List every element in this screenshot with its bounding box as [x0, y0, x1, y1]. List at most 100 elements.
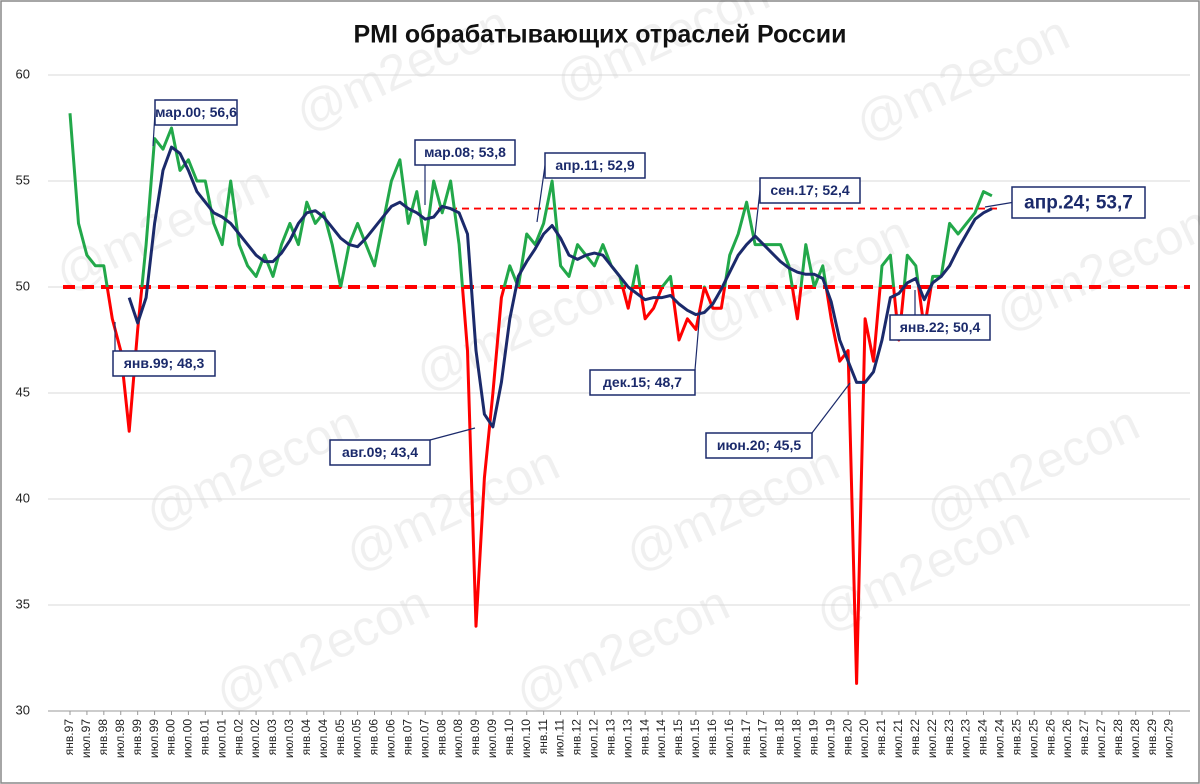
x-tick-label: июл.15: [688, 719, 702, 758]
y-tick-label: 50: [16, 278, 30, 293]
callout-label: мар.08; 53,8: [424, 144, 506, 160]
x-tick-label: янв.26: [1043, 719, 1057, 756]
callout-label: апр.24; 53,7: [1024, 193, 1133, 214]
callout-label: июн.20; 45,5: [717, 437, 801, 453]
callout-box: [112, 350, 216, 377]
callout-pointer: [694, 309, 701, 371]
y-tick-label: 40: [16, 490, 30, 505]
x-tick-label: июл.04: [316, 719, 330, 758]
y-tick-label: 45: [16, 384, 30, 399]
x-tick-label: янв.29: [1145, 719, 1159, 756]
x-tick-label: июл.27: [1094, 719, 1108, 758]
callout-label: мар.00; 56,6: [155, 104, 237, 120]
x-tick-label: янв.19: [806, 719, 820, 756]
x-tick-label: янв.06: [367, 719, 381, 756]
callout-pointer: [811, 382, 851, 434]
callout-box: [544, 152, 646, 179]
x-tick-label: янв.02: [231, 719, 245, 756]
x-tick-label: янв.11: [536, 719, 550, 755]
x-tick-label: июл.02: [248, 719, 262, 758]
x-tick-label: июл.13: [620, 719, 634, 758]
trend-line: [127, 145, 993, 429]
chart-title: PMI обрабатывающих отраслей России: [353, 21, 846, 49]
x-tick-label: июл.03: [282, 719, 296, 758]
x-tick-label: янв.04: [299, 719, 313, 756]
x-tick-label: янв.15: [671, 719, 685, 756]
callout-label: сен.17; 52,4: [770, 182, 850, 198]
x-tick-label: янв.05: [333, 719, 347, 756]
callout-label: апр.11; 52,9: [555, 157, 634, 173]
callout-box: [705, 432, 813, 459]
pmi-line-above: [68, 113, 993, 287]
x-tick-label: июл.99: [147, 719, 161, 758]
x-tick-label: янв.13: [603, 719, 617, 756]
callout-box: [154, 99, 238, 126]
x-tick-label: янв.97: [62, 719, 76, 756]
y-tick-label: 55: [16, 172, 30, 187]
x-tick-label: янв.17: [739, 719, 753, 756]
x-tick-label: янв.20: [840, 719, 854, 756]
x-tick-label: янв.07: [400, 719, 414, 756]
x-tick-label: янв.23: [942, 719, 956, 756]
callout-pointer: [429, 427, 476, 441]
x-tick-label: июл.17: [756, 719, 770, 758]
x-tick-label: янв.99: [130, 719, 144, 756]
x-tick-label: янв.25: [1009, 719, 1023, 756]
x-tick-label: янв.10: [502, 719, 516, 756]
x-tick-label: июл.21: [891, 719, 905, 758]
callout-box: [589, 369, 696, 396]
y-tick-label: 35: [16, 596, 30, 611]
x-tick-label: июл.24: [993, 719, 1007, 758]
x-tick-label: июл.10: [519, 719, 533, 758]
x-tick-label: июл.09: [485, 719, 499, 758]
x-tick-label: янв.22: [908, 719, 922, 756]
x-tick-label: июл.28: [1128, 719, 1142, 758]
x-tick-label: июл.29: [1162, 719, 1176, 758]
x-tick-label: июл.22: [925, 719, 939, 758]
x-tick-label: июл.97: [79, 719, 93, 758]
callout-pointer: [754, 190, 761, 236]
x-tick-label: янв.01: [198, 719, 212, 756]
callout-pointer: [536, 165, 546, 223]
callout-label: янв.99; 48,3: [124, 355, 205, 371]
callout-label: авг.09; 43,4: [342, 444, 418, 460]
x-tick-label: июл.14: [654, 719, 668, 758]
x-tick-label: июл.25: [1026, 719, 1040, 758]
callout-label: дек.15; 48,7: [603, 374, 682, 390]
x-tick-label: янв.16: [705, 719, 719, 756]
x-tick-label: янв.28: [1111, 719, 1125, 756]
x-tick-label: июл.07: [417, 719, 431, 758]
callout-box: [414, 139, 516, 166]
x-tick-label: янв.98: [96, 719, 110, 756]
callout-pointer: [984, 201, 1013, 208]
x-tick-label: июл.23: [959, 719, 973, 758]
x-tick-label: янв.14: [637, 719, 651, 756]
x-tick-label: июл.16: [722, 719, 736, 758]
pmi-line-below: [105, 287, 933, 685]
x-tick-label: янв.27: [1077, 719, 1091, 756]
callout-box: [329, 439, 431, 466]
x-tick-label: янв.12: [570, 719, 584, 756]
y-tick-label: 30: [16, 702, 30, 717]
x-tick-label: янв.24: [976, 719, 990, 756]
x-tick-label: июл.20: [857, 719, 871, 758]
x-tick-label: июл.98: [113, 719, 127, 758]
x-tick-label: июл.26: [1060, 719, 1074, 758]
x-tick-label: июл.06: [384, 719, 398, 758]
x-tick-label: янв.09: [468, 719, 482, 756]
callout-box: [889, 314, 991, 341]
x-tick-label: июл.05: [350, 719, 364, 758]
x-tick-label: янв.18: [773, 719, 787, 756]
x-tick-label: июл.01: [214, 719, 228, 758]
x-tick-label: июл.18: [790, 719, 804, 758]
x-tick-label: янв.08: [434, 719, 448, 756]
x-tick-label: янв.00: [164, 719, 178, 756]
x-tick-label: июл.08: [451, 719, 465, 758]
callout-box: [759, 177, 861, 204]
x-tick-label: июл.19: [823, 719, 837, 758]
callout-label: янв.22; 50,4: [900, 319, 981, 335]
x-tick-label: июл.12: [587, 719, 601, 758]
y-tick-label: 60: [16, 66, 30, 81]
callout-box: [1011, 186, 1146, 219]
